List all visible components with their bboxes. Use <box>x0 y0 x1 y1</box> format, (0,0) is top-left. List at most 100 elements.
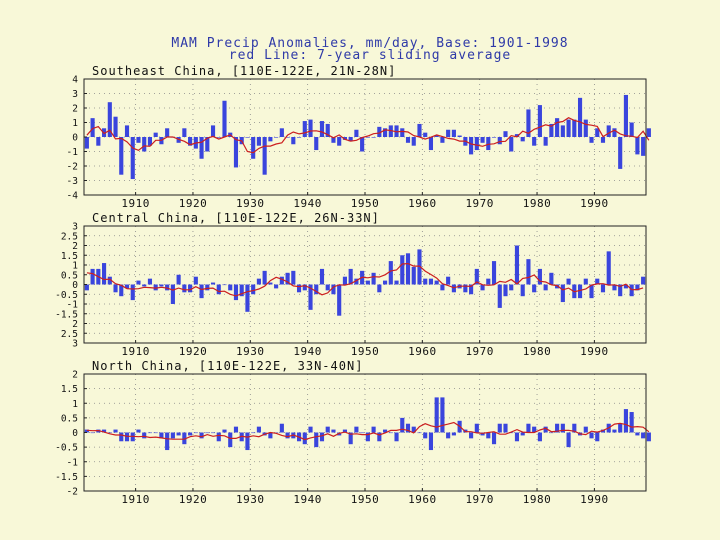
anomaly-bar <box>285 272 290 285</box>
anomaly-bar <box>210 432 216 434</box>
anomaly-bar <box>600 284 606 293</box>
anomaly-bar <box>623 409 628 433</box>
anomaly-bar <box>417 249 422 285</box>
y-tick-label: -1 <box>67 457 79 468</box>
anomaly-bar <box>119 432 124 442</box>
anomaly-bar <box>319 268 325 285</box>
anomaly-bar <box>423 132 428 137</box>
anomaly-bar <box>371 426 376 433</box>
anomaly-bar <box>509 432 514 434</box>
anomaly-bar <box>503 131 508 137</box>
anomaly-bar <box>388 432 393 434</box>
anomaly-bar <box>503 284 508 297</box>
anomaly-bar <box>629 412 634 433</box>
figure-subtitle: red Line: 7-year sliding average <box>229 48 511 63</box>
anomaly-bar <box>102 263 107 285</box>
anomaly-bar <box>142 284 147 287</box>
anomaly-bar <box>193 276 198 285</box>
x-tick-label: 1990 <box>580 493 609 506</box>
anomaly-bar <box>153 284 158 291</box>
anomaly-bar <box>440 284 445 291</box>
anomaly-bar <box>113 116 118 137</box>
anomaly-bar <box>400 128 405 137</box>
plot-area: 2 1.5 1 0.5 0 -0.5 -1 -1.5 -2 1910 1920 1930 1940 195… <box>55 370 651 506</box>
anomaly-bar <box>342 276 347 285</box>
anomaly-bar <box>119 137 124 175</box>
anomaly-bar <box>497 423 502 433</box>
anomaly-bar <box>216 284 221 295</box>
anomaly-bar <box>348 432 353 445</box>
anomaly-bar <box>170 284 175 304</box>
anomaly-bar <box>572 119 577 137</box>
anomaly-bar <box>526 423 531 433</box>
anomaly-bar <box>434 135 439 137</box>
anomaly-bar <box>124 284 130 289</box>
anomaly-bar <box>182 284 187 293</box>
anomaly-bar <box>84 429 89 433</box>
anomaly-bar <box>102 429 107 433</box>
anomaly-bar <box>165 284 170 291</box>
y-tick-label: 0 <box>72 280 78 291</box>
anomaly-bar <box>153 432 158 434</box>
anomaly-bar <box>469 137 474 155</box>
anomaly-bar <box>371 272 376 285</box>
x-tick-label: 1950 <box>351 197 380 210</box>
anomaly-bar <box>296 284 302 293</box>
anomaly-bar <box>641 432 646 439</box>
anomaly-bar <box>228 284 233 291</box>
anomaly-bar <box>526 109 531 137</box>
anomaly-bar <box>308 426 313 433</box>
anomaly-bar <box>526 259 531 285</box>
anomaly-bar <box>182 128 187 137</box>
x-tick-label: 1980 <box>523 493 552 506</box>
anomaly-bar <box>107 102 112 137</box>
y-tick-label: 2.5 <box>61 329 78 340</box>
y-tick-label: -1.5 <box>55 472 78 483</box>
anomaly-bar <box>354 426 359 433</box>
x-tick-label: 1950 <box>351 493 380 506</box>
anomaly-bar <box>130 284 135 301</box>
anomaly-bar <box>457 135 462 137</box>
anomaly-bar <box>549 432 554 434</box>
anomaly-bar <box>113 429 118 433</box>
panel-title: North China, [110E-122E, 33N-40N] <box>92 359 363 373</box>
anomaly-bar <box>497 284 502 308</box>
anomaly-bar <box>520 137 525 142</box>
x-tick-label: 1990 <box>580 197 609 210</box>
anomaly-bar <box>480 432 485 436</box>
anomaly-bar <box>308 119 313 137</box>
y-tick-label: -1.5 <box>55 309 78 320</box>
anomaly-bar <box>629 122 634 137</box>
x-tick-label: 1940 <box>293 493 322 506</box>
anomaly-bar <box>331 429 336 433</box>
x-tick-label: 1920 <box>179 493 208 506</box>
anomaly-bar <box>514 432 520 442</box>
anomaly-bar <box>274 137 279 138</box>
anomaly-bar <box>377 126 382 137</box>
y-tick-label: 0.5 <box>61 413 78 424</box>
anomaly-bar <box>463 284 468 293</box>
anomaly-bar <box>205 137 210 152</box>
anomaly-bar <box>560 284 565 303</box>
y-tick-label: 1.5 <box>61 251 78 262</box>
anomaly-bar <box>446 276 451 285</box>
anomaly-bar <box>285 432 290 439</box>
anomaly-bar <box>606 251 611 285</box>
anomaly-bar <box>606 125 611 137</box>
anomaly-bar <box>331 284 336 295</box>
panel-southeast-china: Southeast China, [110E-122E, 21N-28N] 4 3… <box>67 64 651 210</box>
anomaly-bar <box>325 123 330 137</box>
anomaly-bar <box>566 432 571 448</box>
anomaly-bar <box>314 137 319 151</box>
anomaly-bar <box>560 423 565 433</box>
x-tick-label: 1970 <box>465 493 494 506</box>
anomaly-bar <box>411 266 416 285</box>
y-tick-label: 1 <box>72 261 78 272</box>
anomaly-bar <box>434 397 439 433</box>
anomaly-bar <box>90 432 95 434</box>
anomaly-bar <box>319 432 325 442</box>
anomaly-bar <box>417 123 422 137</box>
anomaly-bar <box>566 119 571 137</box>
y-tick-label: -1 <box>67 147 79 158</box>
anomaly-bar <box>84 137 89 149</box>
